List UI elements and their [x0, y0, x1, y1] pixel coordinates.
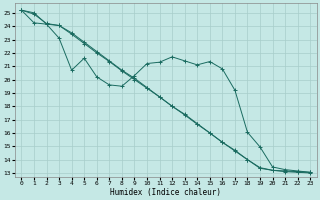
X-axis label: Humidex (Indice chaleur): Humidex (Indice chaleur) — [110, 188, 221, 197]
